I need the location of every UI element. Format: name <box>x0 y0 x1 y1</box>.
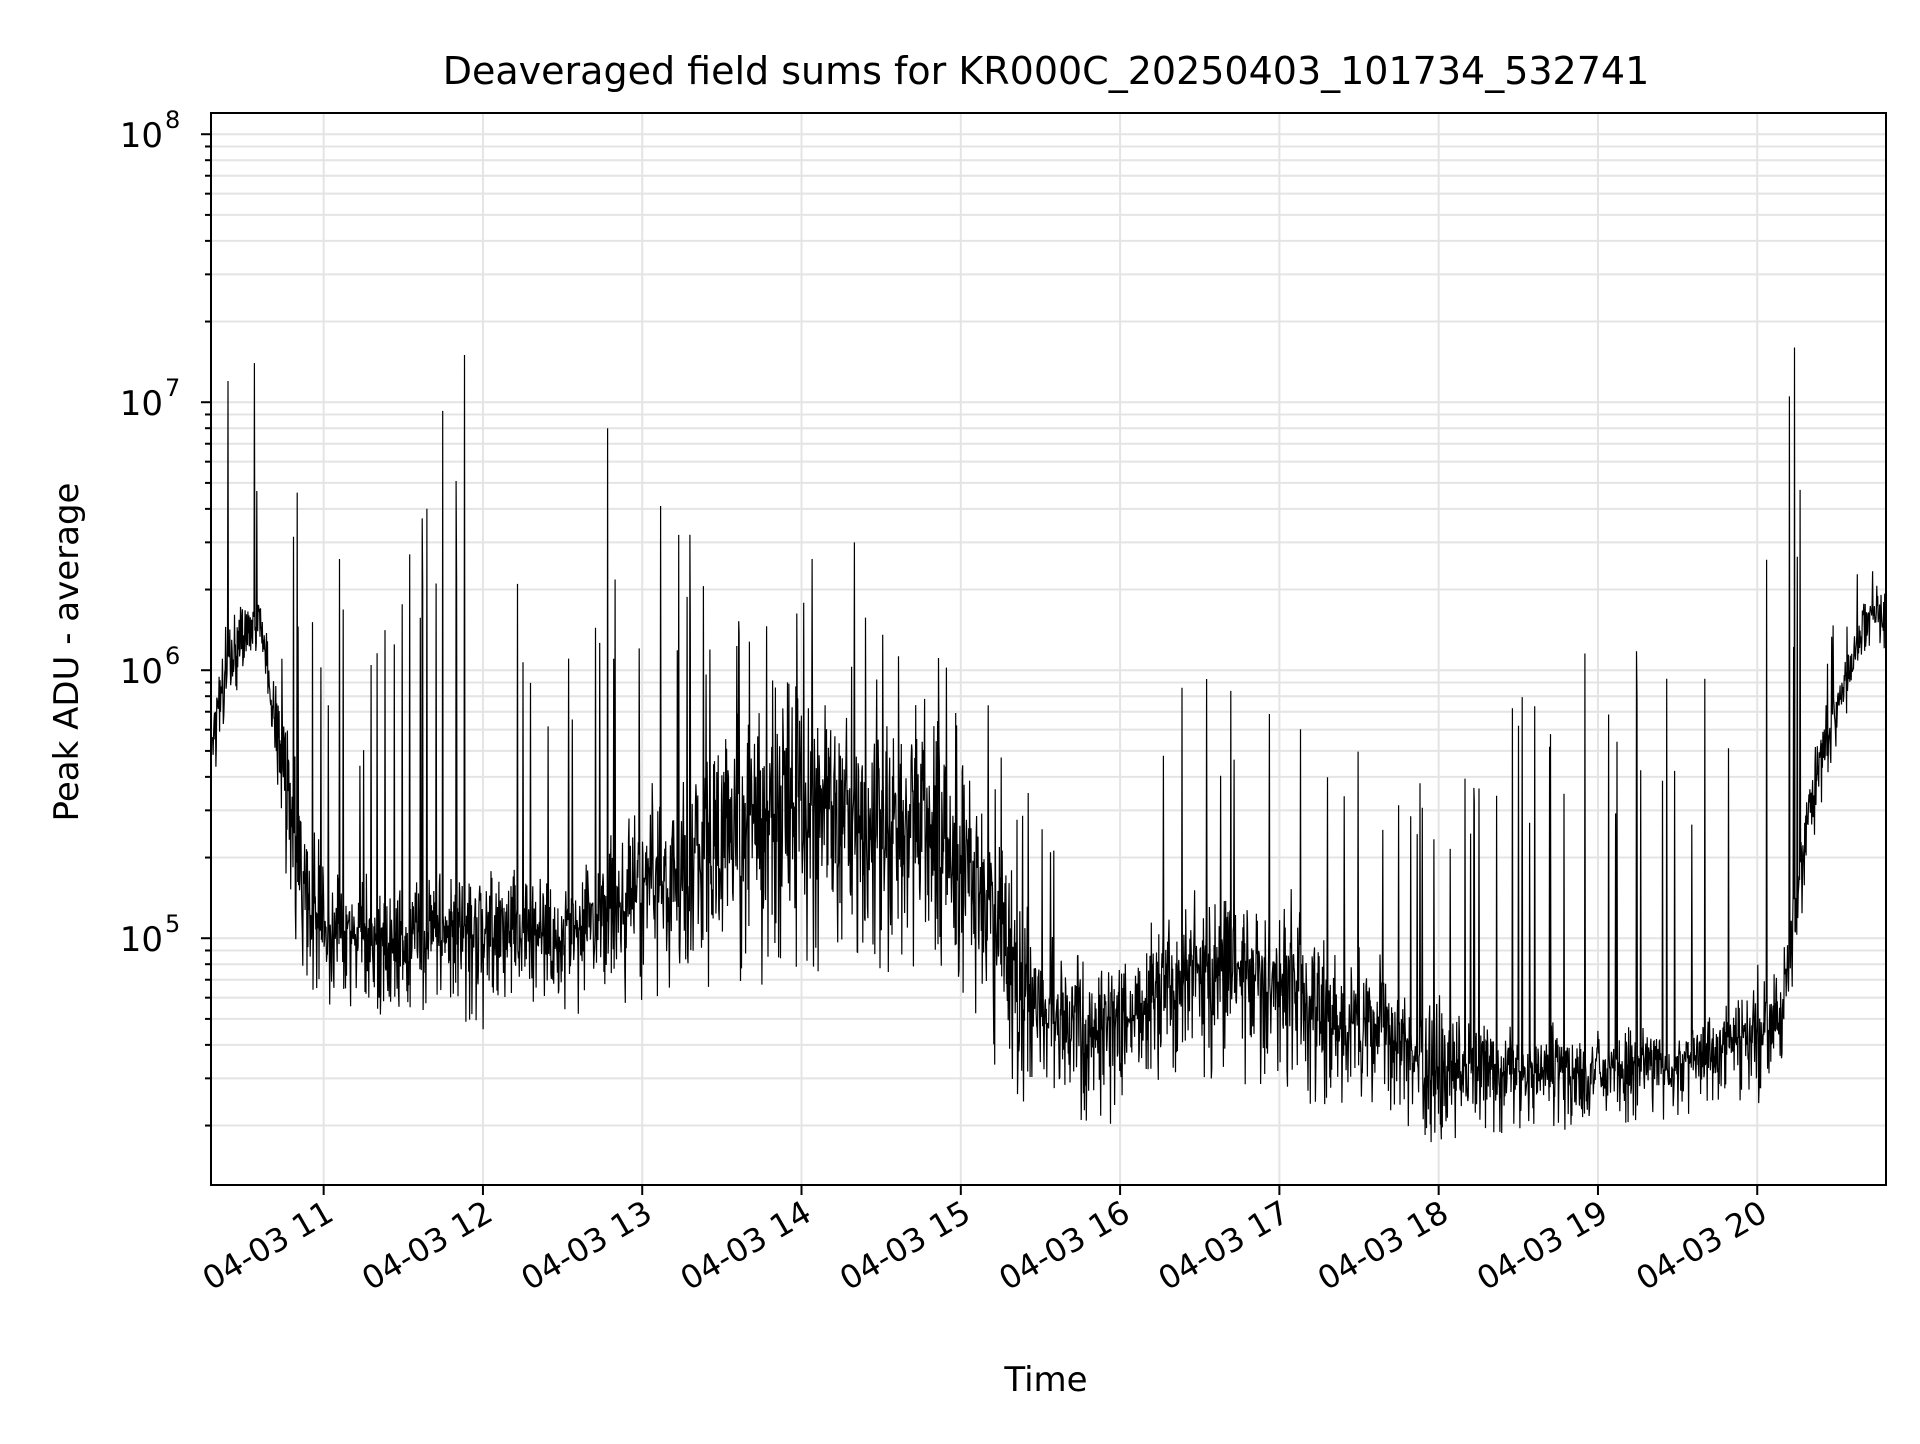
x-tick-label: 04-03 17 <box>1152 1193 1296 1298</box>
chart-title: Deaveraged field sums for KR000C_2025040… <box>443 49 1650 93</box>
y-tick-exponent: 6 <box>165 642 180 670</box>
y-tick-label: 10 <box>120 384 163 424</box>
y-tick-exponent: 5 <box>165 910 180 938</box>
y-tick-exponent: 7 <box>165 374 180 402</box>
y-tick-label: 10 <box>120 116 163 156</box>
y-tick-exponent: 8 <box>165 106 180 134</box>
x-tick-label: 04-03 16 <box>992 1193 1136 1298</box>
x-tick-label: 04-03 20 <box>1630 1193 1774 1298</box>
x-tick-label: 04-03 19 <box>1470 1193 1614 1298</box>
x-tick-label: 04-03 12 <box>355 1193 499 1298</box>
series-layer <box>211 347 1886 1143</box>
x-tick-label: 04-03 13 <box>515 1193 659 1298</box>
x-tick-label: 04-03 18 <box>1311 1193 1455 1298</box>
x-tick-label: 04-03 14 <box>674 1193 818 1298</box>
x-axis-label: Time <box>1003 1360 1087 1400</box>
x-tick-label: 04-03 15 <box>833 1193 977 1298</box>
y-axis-label: Peak ADU - average <box>47 483 87 822</box>
series-line <box>211 347 1886 1143</box>
y-tick-label: 10 <box>120 920 163 960</box>
x-tick-label: 04-03 11 <box>196 1193 340 1298</box>
y-tick-label: 10 <box>120 652 163 692</box>
plot-frame <box>210 112 1887 1186</box>
